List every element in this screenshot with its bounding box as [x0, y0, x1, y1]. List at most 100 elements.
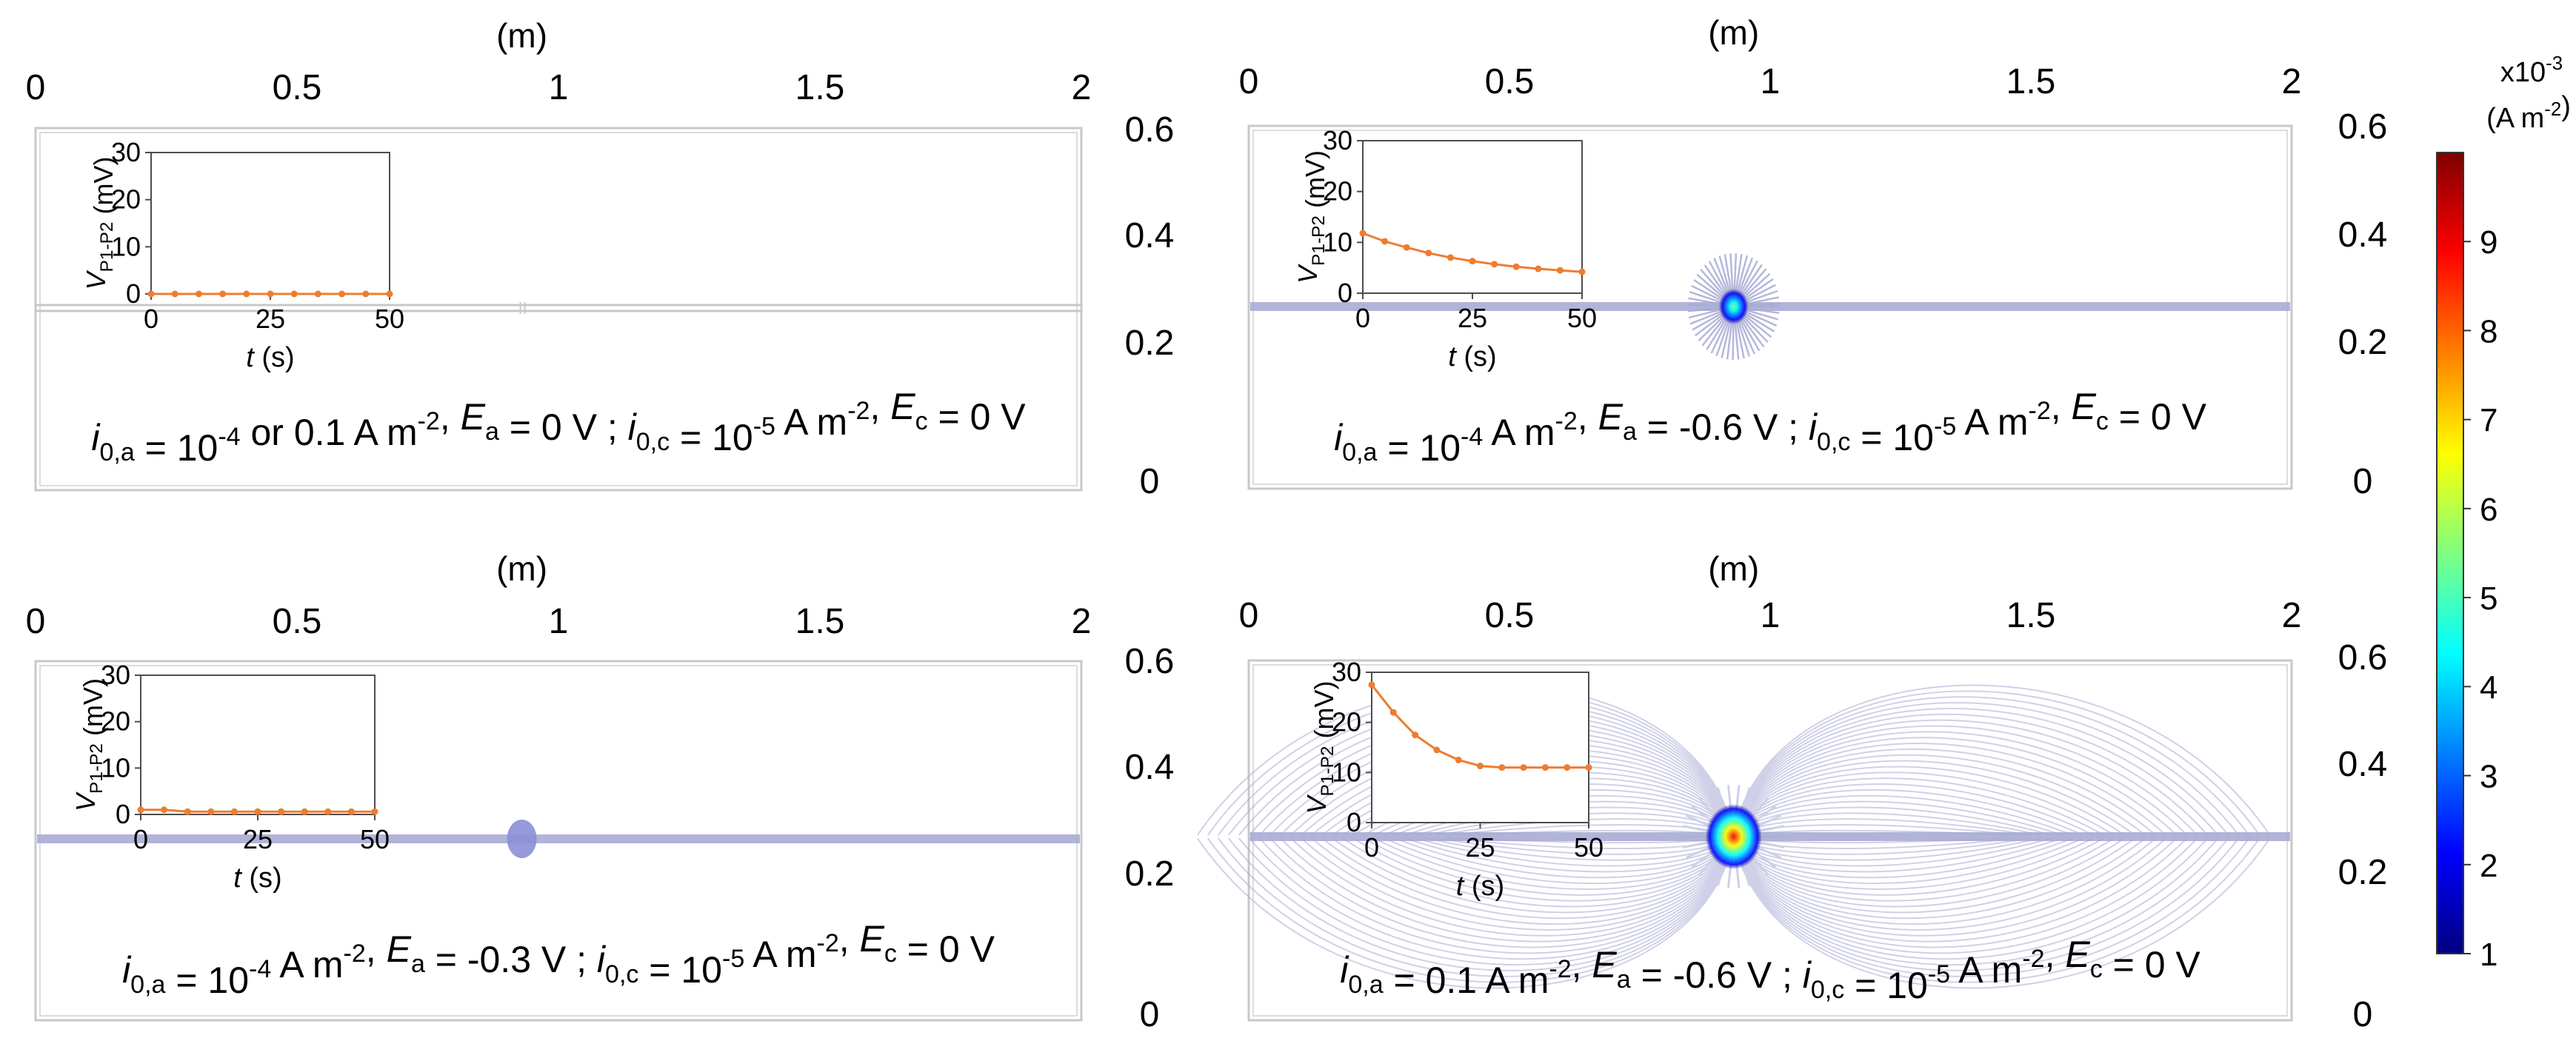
- streamline: [1732, 836, 2115, 902]
- caption-part: = -0.6 V ;: [1631, 954, 1803, 996]
- caption-part: E: [387, 928, 412, 970]
- y-tick-label: 0.6: [1125, 642, 1175, 681]
- caption-part: E: [2065, 934, 2090, 975]
- inset-x-axis-label: t (s): [1448, 341, 1496, 372]
- inset-x-axis-label: t (s): [1456, 871, 1504, 902]
- streamline: [1321, 836, 1735, 920]
- inset-y-tick-label: 10: [1332, 757, 1361, 787]
- caption-part: t: [1448, 341, 1457, 372]
- streamline: [1732, 836, 2209, 954]
- inset-y-tick-label: 0: [116, 799, 130, 829]
- caption-part: t: [1456, 871, 1465, 902]
- caption-part: 0,a: [130, 971, 165, 999]
- caption-part: -2: [1549, 955, 1571, 983]
- inset-x-tick-label: 0: [133, 824, 148, 854]
- inset-x-tick-label: 50: [1567, 303, 1597, 333]
- caption-part: ): [2561, 91, 2571, 122]
- caption-part: P1-P2: [87, 743, 107, 794]
- streamline: [1352, 836, 1735, 902]
- inset-series-point: [184, 808, 191, 815]
- caption-part: c: [915, 407, 928, 435]
- caption-part: ,: [1578, 396, 1598, 438]
- caption-part: 0,c: [636, 428, 670, 456]
- x-tick-label: 1.5: [795, 602, 845, 641]
- streamline: [1732, 836, 2105, 896]
- streamline: [1732, 836, 2126, 908]
- streamline: [1732, 777, 2105, 837]
- inset-series-point: [1425, 250, 1432, 257]
- inset-x-axis-label: t (s): [246, 342, 294, 373]
- caption-part: -2: [418, 407, 440, 435]
- inset-y-tick-label: 20: [1332, 707, 1361, 737]
- caption-part: = 0 V: [2103, 944, 2201, 985]
- caption-part: i: [1334, 417, 1344, 458]
- pipeline: [37, 834, 1080, 843]
- inset-frame: [140, 675, 376, 815]
- streamlines: [1196, 684, 2271, 989]
- inset-x-tick-label: 0: [1355, 303, 1370, 333]
- inset-series-point: [1498, 764, 1506, 771]
- streamline: [1732, 836, 2178, 937]
- caption-part: 0,a: [1348, 971, 1383, 999]
- inset-series-point: [230, 808, 238, 815]
- caption-part: (s): [1464, 871, 1504, 902]
- streamline: [1732, 836, 2219, 960]
- caption-part: -2: [817, 929, 839, 957]
- inset-series-point: [1541, 764, 1549, 771]
- inset-series-point: [1368, 681, 1375, 689]
- colorbar-tick-label: 6: [2480, 492, 2497, 528]
- inset-x-axis-label: t (s): [233, 863, 281, 894]
- inset-y-tick-label: 10: [111, 231, 141, 261]
- inset-frame: [150, 152, 390, 295]
- caption-part: E: [890, 386, 915, 427]
- inset-series-point: [1585, 764, 1592, 771]
- caption-part: V: [81, 270, 111, 290]
- caption-part: (s): [241, 863, 282, 894]
- panel-caption: i0,a = 0.1 A m-2, Ea = -0.6 V ; i0,c = 1…: [1340, 934, 2200, 1006]
- caption-part: ,: [870, 386, 890, 427]
- inset-series-point: [314, 290, 321, 298]
- streamline: [1732, 737, 2178, 837]
- y-tick-label: 0.2: [1125, 854, 1175, 894]
- caption-part: ,: [839, 918, 860, 960]
- caption-part: (mV): [78, 678, 108, 743]
- inset-x-tick-label: 25: [243, 824, 273, 854]
- caption-part: a: [485, 418, 499, 446]
- inset-y-tick-label: 30: [101, 660, 130, 690]
- colorbar-tick-label: 1: [2480, 937, 2497, 973]
- x-tick-label: 2: [2282, 62, 2302, 101]
- streamline: [1732, 836, 2240, 971]
- inset-series-point: [254, 808, 261, 815]
- inset-series-point: [338, 290, 346, 298]
- inset-x-tick-label: 25: [1458, 303, 1487, 333]
- top-axis-label: (m): [496, 549, 547, 588]
- caption-part: (s): [1456, 341, 1497, 372]
- inset-plot: 30 20 10 00 25 50 t (s) VP1-P2 (mV): [70, 660, 390, 894]
- caption-part: A m: [744, 934, 816, 975]
- inset-series-point: [1477, 763, 1484, 770]
- colorbar-exponent: x10-3: [2500, 53, 2563, 88]
- top-axis-label: (m): [1708, 549, 1759, 588]
- inset-series-point: [1556, 267, 1564, 274]
- inset-series-point: [161, 806, 168, 814]
- inset-series-point: [362, 290, 370, 298]
- caption-part: -4: [249, 955, 271, 983]
- caption-part: V: [1292, 264, 1323, 284]
- caption-part: 0,c: [605, 960, 638, 988]
- y-tick-label: 0.6: [1125, 110, 1175, 150]
- caption-part: (mV): [88, 156, 119, 221]
- x-tick-label: 0: [1239, 62, 1259, 101]
- inset-series-point: [1381, 238, 1389, 245]
- streamline: [1732, 836, 2146, 920]
- caption-part: i: [1809, 406, 1818, 448]
- y-tick-label: 0.6: [2338, 107, 2388, 147]
- streamline: [1732, 707, 2229, 837]
- x-tick-label: 0.5: [1485, 596, 1535, 635]
- inset-series-point: [1412, 732, 1419, 739]
- caption-part: -2: [847, 397, 870, 425]
- caption-part: x10: [2500, 57, 2546, 88]
- inset-frame: [1362, 140, 1583, 294]
- x-tick-label: 2: [2282, 596, 2302, 635]
